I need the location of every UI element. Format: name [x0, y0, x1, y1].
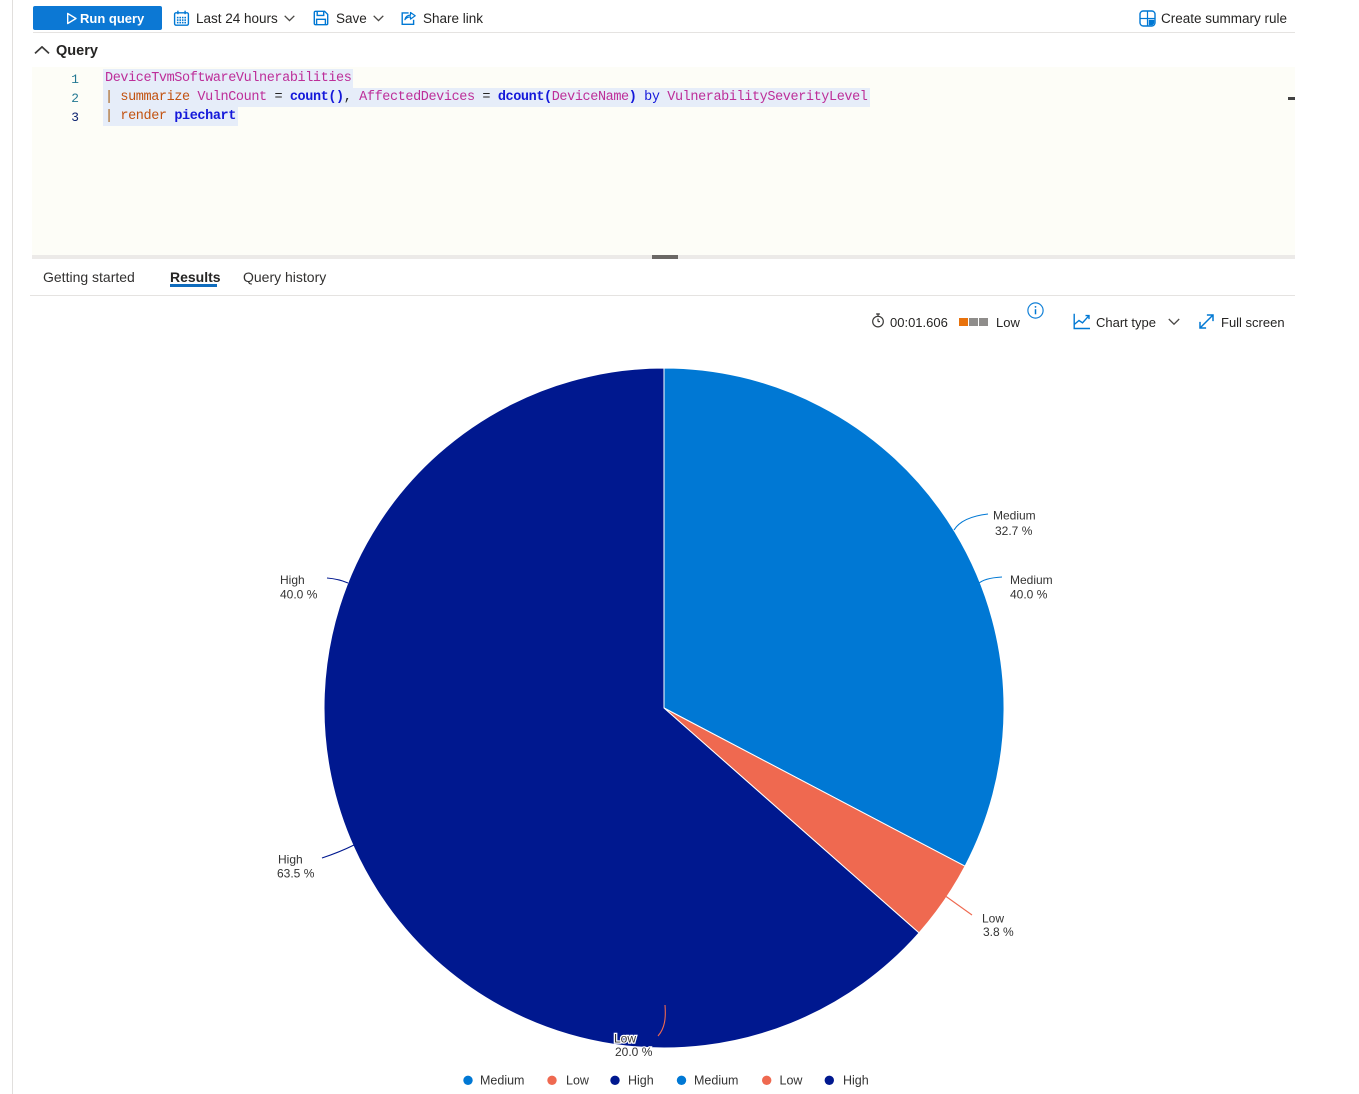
- svg-text:High: High: [843, 1074, 869, 1088]
- svg-text:High: High: [628, 1074, 654, 1088]
- svg-text:40.0 %: 40.0 %: [1010, 588, 1048, 602]
- svg-text:40.0 %: 40.0 %: [280, 588, 318, 602]
- svg-text:Medium: Medium: [694, 1074, 738, 1088]
- svg-text:Low: Low: [566, 1074, 590, 1088]
- svg-text:High: High: [280, 573, 305, 587]
- svg-text:Low: Low: [780, 1074, 804, 1088]
- svg-text:32.7 %: 32.7 %: [995, 524, 1033, 538]
- svg-text:Medium: Medium: [1010, 573, 1053, 587]
- svg-text:20.0 %: 20.0 %: [615, 1045, 653, 1059]
- svg-text:High: High: [278, 853, 303, 867]
- svg-text:Medium: Medium: [480, 1074, 524, 1088]
- svg-text:63.5 %: 63.5 %: [277, 867, 315, 881]
- svg-text:3.8 %: 3.8 %: [983, 925, 1014, 939]
- svg-text:Low: Low: [982, 912, 1004, 926]
- svg-text:Low: Low: [614, 1032, 636, 1046]
- svg-text:Medium: Medium: [993, 509, 1036, 523]
